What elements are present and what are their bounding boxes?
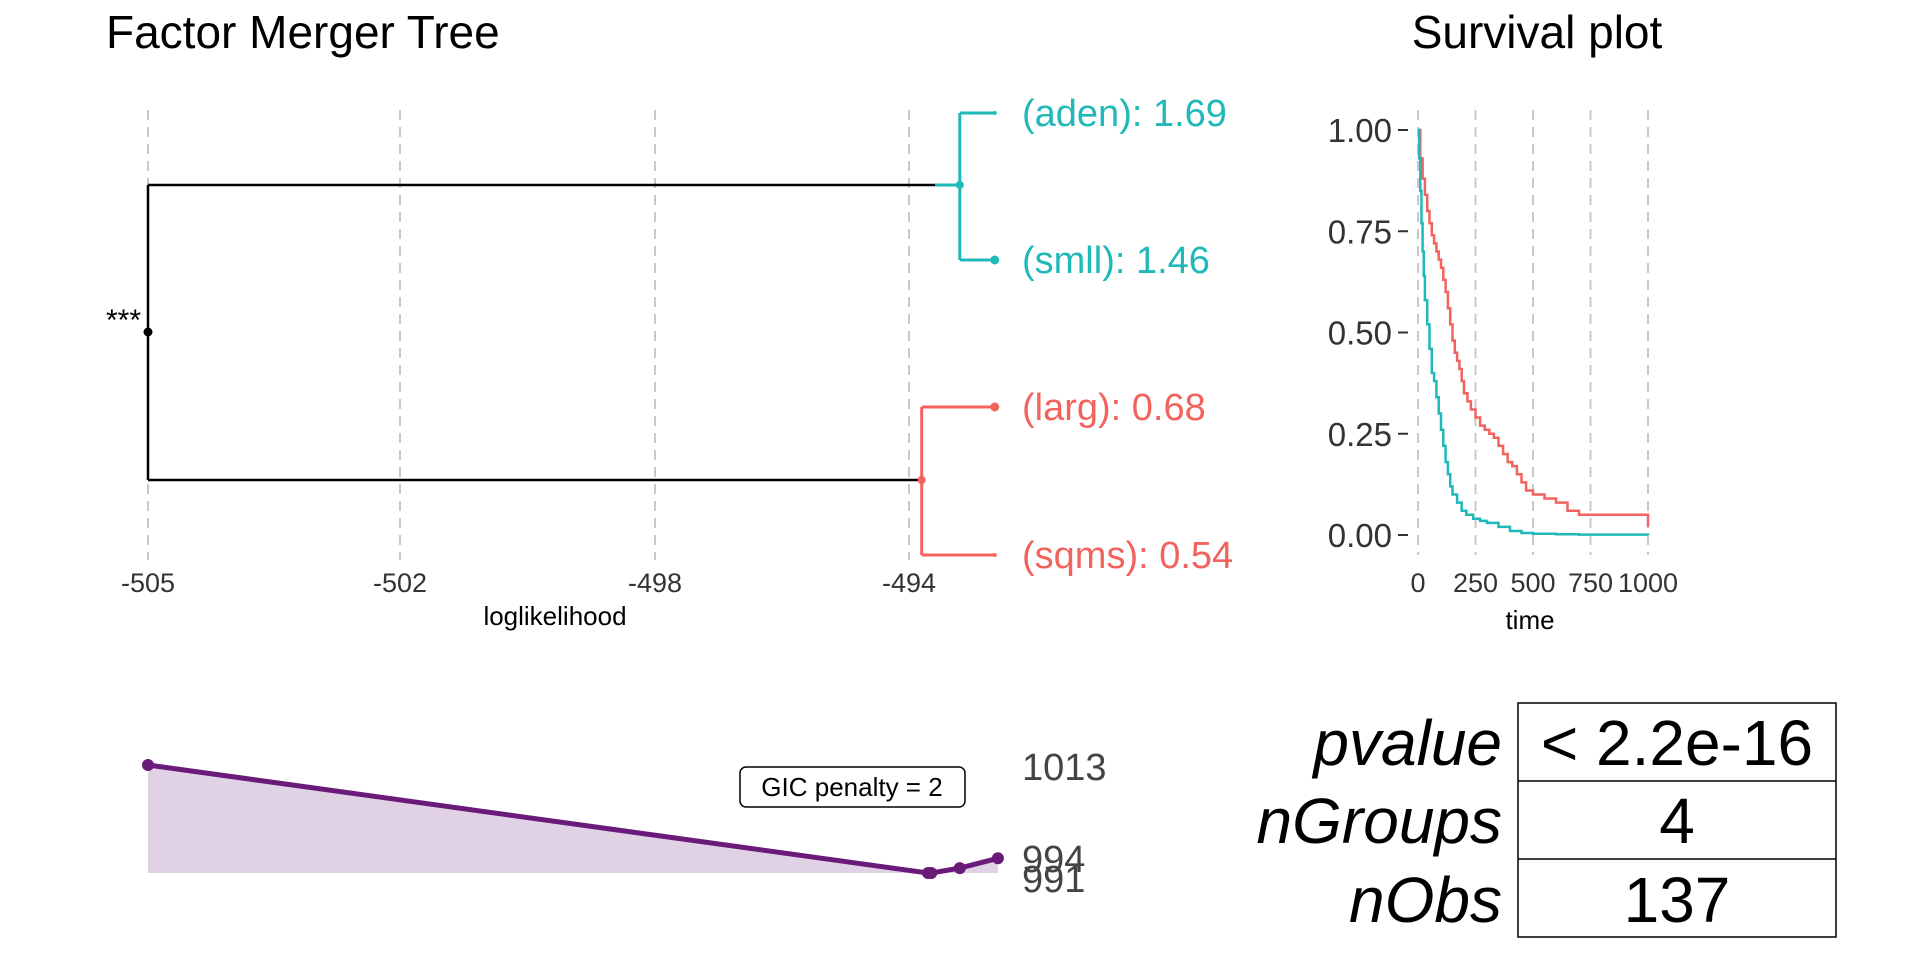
stat-label-nobs: nObs	[1349, 864, 1502, 936]
survival-xtick-label-2: 500	[1510, 568, 1555, 598]
tree-xtick-label-3: -494	[882, 568, 936, 598]
tree-xtick-label-1: -502	[373, 568, 427, 598]
stat-value-pvalue: < 2.2e-16	[1541, 707, 1813, 779]
gic-penalty-label: GIC penalty = 2	[739, 766, 966, 808]
gic-area-fill	[148, 765, 998, 873]
stat-value-nobs: 137	[1624, 864, 1731, 936]
tree-leaf-node-0-0	[992, 111, 997, 115]
gic-point-4	[991, 852, 1004, 865]
tree-xlabel: loglikelihood	[483, 601, 626, 631]
root-significance: ***	[106, 304, 141, 337]
survival-xtick-label-4: 1000	[1618, 568, 1678, 598]
tree-leaf-node-0-1	[990, 255, 1000, 265]
survival-title: Survival plot	[1412, 6, 1663, 58]
survival-ytick-label-3: 0.75	[1328, 213, 1392, 250]
survival-xtick-label-0: 0	[1410, 568, 1425, 598]
gic-value-label-1: 994	[1022, 839, 1085, 881]
tree-leaf-label-0-0: (aden): 1.69	[1022, 93, 1227, 135]
tree-leaf-label-0-1: (smll): 1.46	[1022, 240, 1210, 282]
gic-penalty-text: GIC penalty = 2	[761, 772, 942, 802]
survival-xtick-label-1: 250	[1453, 568, 1498, 598]
tree-cluster-node-1	[917, 476, 926, 484]
tree-xtick-label-0: -505	[121, 568, 175, 598]
survival-ytick-label-1: 0.25	[1328, 416, 1392, 453]
tree-panel: Factor Merger Tree (aden): 1.69 (smll): 1…	[106, 6, 1233, 631]
tree-xtick-label-2: -498	[628, 568, 682, 598]
stats-table-border	[1517, 702, 1837, 938]
gic-point-0	[142, 759, 154, 771]
survival-ytick-label-0: 0.00	[1328, 517, 1392, 554]
survival-curve-1	[1417, 128, 1650, 536]
survival-xlabel: time	[1505, 605, 1554, 635]
gic-value-label-2: 991	[1022, 859, 1085, 901]
survival-panel: Survival plot 0.00 0.25 0.50 0.75 1.00 0 250 5…	[1328, 6, 1678, 635]
survival-ytick-label-4: 1.00	[1328, 112, 1392, 149]
stat-value-ngroups: 4	[1659, 785, 1695, 857]
tree-leaf-node-1-0	[990, 402, 1000, 412]
tree-cluster-node-0	[955, 181, 964, 189]
survival-xtick-label-3: 750	[1568, 568, 1613, 598]
stats-table: pvalue < 2.2e-16 nGroups 4 nObs 137	[1257, 702, 1837, 938]
stat-label-ngroups: nGroups	[1257, 785, 1502, 857]
tree-leaf-label-1-0: (larg): 0.68	[1022, 387, 1206, 429]
tree-title: Factor Merger Tree	[106, 6, 500, 58]
tree-leaf-node-1-1	[992, 553, 997, 557]
gic-point-3	[953, 862, 966, 875]
survival-curve-0	[1418, 128, 1650, 527]
tree-leaf-label-1-1: (sqms): 0.54	[1022, 535, 1233, 577]
stat-label-pvalue: pvalue	[1311, 707, 1502, 779]
tree-root-node	[143, 327, 153, 337]
gic-panel: GIC penalty = 2 1013 994 991	[142, 747, 1107, 901]
gic-point-2	[925, 867, 938, 879]
survival-ytick-label-2: 0.50	[1328, 315, 1392, 352]
gic-value-label-0: 1013	[1022, 747, 1107, 789]
